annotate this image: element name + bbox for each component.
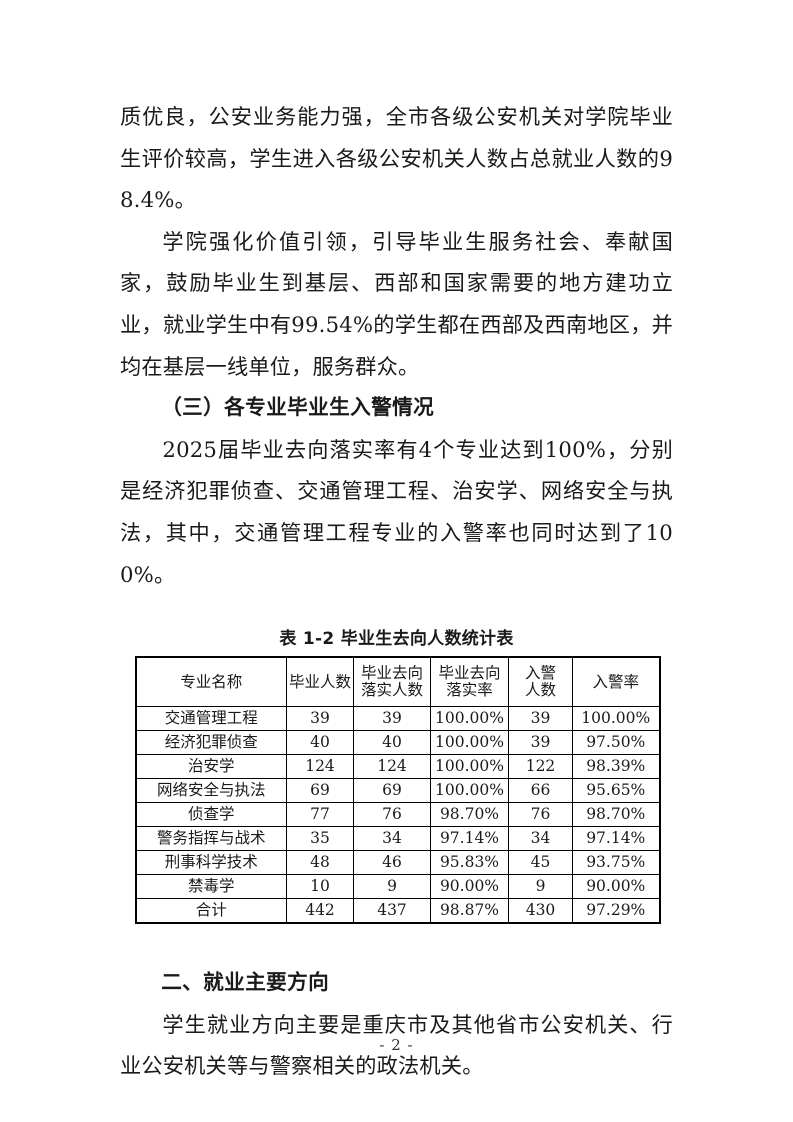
cell-placement-rate: 100.00%	[430, 778, 509, 804]
cell-police-count: 34	[508, 826, 573, 852]
cell-police-rate: 97.50%	[572, 730, 660, 756]
cell-graduates: 35	[286, 826, 354, 852]
cell-placement-rate: 100.00%	[430, 706, 509, 732]
cell-placement-rate: 97.14%	[430, 826, 509, 852]
cell-graduates: 124	[286, 754, 354, 780]
cell-police-count: 39	[508, 730, 573, 756]
column-header-police-rate: 入警率	[572, 656, 660, 708]
paragraph-continued-quality: 质优良，公安业务能力强，全市各级公安机关对学院毕业生评价较高，学生进入各级公安机…	[120, 104, 673, 213]
paragraph-employment-direction: 学生就业方向主要是重庆市及其他省市公安机关、行业公安机关等与警察相关的政法机关。	[120, 1011, 673, 1079]
header-line-1: 毕业去向	[438, 664, 501, 683]
cell-police-rate: 98.70%	[572, 802, 660, 828]
cell-placement-rate: 100.00%	[430, 754, 509, 780]
cell-placement-rate: 98.70%	[430, 802, 509, 828]
cell-placement-rate: 95.83%	[430, 850, 509, 876]
cell-graduates: 69	[286, 778, 354, 804]
paragraph-placement-rate: 2025届毕业去向落实率有4个专业达到100%，分别是经济犯罪侦查、交通管理工程…	[120, 436, 673, 587]
cell-graduates: 48	[286, 850, 354, 876]
cell-police-rate: 98.39%	[572, 754, 660, 780]
table-row: 合计 442 437 98.87% 430 97.29%	[135, 898, 660, 924]
table-caption: 表 1-2 毕业生去向人数统计表	[279, 629, 514, 650]
column-header-major: 专业名称	[135, 656, 287, 708]
cell-police-count: 430	[508, 898, 573, 924]
table-row: 禁毒学 10 9 90.00% 9 90.00%	[135, 874, 660, 900]
column-header-placed: 毕业去向 落实人数	[353, 656, 431, 708]
cell-major: 侦查学	[135, 802, 287, 828]
cell-placed: 34	[353, 826, 431, 852]
cell-placed: 437	[353, 898, 431, 924]
cell-police-count: 9	[508, 874, 573, 900]
column-header-graduates: 毕业人数	[286, 656, 354, 708]
table-block: 表 1-2 毕业生去向人数统计表 专业名称	[134, 627, 661, 925]
cell-graduates: 40	[286, 730, 354, 756]
cell-major: 禁毒学	[135, 874, 287, 900]
cell-graduates: 39	[286, 706, 354, 732]
cell-placed: 39	[353, 706, 431, 732]
cell-placed: 9	[353, 874, 431, 900]
cell-placed: 40	[353, 730, 431, 756]
cell-police-rate: 97.14%	[572, 826, 660, 852]
cell-major: 警务指挥与战术	[135, 826, 287, 852]
cell-major: 合计	[135, 898, 287, 924]
cell-police-count: 45	[508, 850, 573, 876]
cell-placed: 124	[353, 754, 431, 780]
table-row: 侦查学 77 76 98.70% 76 98.70%	[135, 802, 660, 828]
cell-graduates: 10	[286, 874, 354, 900]
section-heading-two: 二、就业主要方向	[161, 970, 330, 995]
header-line-2: 落实人数	[360, 681, 423, 700]
cell-placement-rate: 98.87%	[430, 898, 509, 924]
table-row: 交通管理工程 39 39 100.00% 39 100.00%	[135, 706, 660, 732]
header-line-1: 入警率	[592, 672, 639, 691]
page-content: 质优良，公安业务能力强，全市各级公安机关对学院毕业生评价较高，学生进入各级公安机…	[120, 96, 673, 1087]
spacer	[120, 595, 673, 627]
page-number: - 2 -	[379, 1036, 414, 1054]
table-body: 交通管理工程 39 39 100.00% 39 100.00% 经济犯罪侦查 40 40 100.…	[135, 706, 660, 924]
table-row: 网络安全与执法 69 69 100.00% 66 95.65%	[135, 778, 660, 804]
table-row: 治安学 124 124 100.00% 122 98.39%	[135, 754, 660, 780]
cell-police-count: 66	[508, 778, 573, 804]
cell-major: 经济犯罪侦查	[135, 730, 287, 756]
cell-placement-rate: 100.00%	[430, 730, 509, 756]
cell-placed: 69	[353, 778, 431, 804]
table-row: 警务指挥与战术 35 34 97.14% 34 97.14%	[135, 826, 660, 852]
column-header-police-count: 入警 人数	[508, 656, 573, 708]
graduate-destination-table: 专业名称 毕业人数 毕业去向 落实人数	[134, 656, 661, 925]
cell-major: 刑事科学技术	[135, 850, 287, 876]
cell-graduates: 77	[286, 802, 354, 828]
cell-police-count: 39	[508, 706, 573, 732]
cell-major: 治安学	[135, 754, 287, 780]
table-row: 刑事科学技术 48 46 95.83% 45 93.75%	[135, 850, 660, 876]
header-line-2: 落实率	[446, 681, 493, 700]
cell-major: 交通管理工程	[135, 706, 287, 732]
cell-police-count: 76	[508, 802, 573, 828]
header-line-1: 毕业去向	[360, 664, 423, 683]
header-line-1: 专业名称	[180, 672, 243, 691]
cell-police-rate: 95.65%	[572, 778, 660, 804]
header-line-1: 毕业人数	[288, 672, 351, 691]
table-row: 经济犯罪侦查 40 40 100.00% 39 97.50%	[135, 730, 660, 756]
table-header-row: 专业名称 毕业人数 毕业去向 落实人数	[135, 656, 660, 708]
cell-graduates: 442	[286, 898, 354, 924]
header-line-2: 人数	[524, 681, 556, 700]
header-line-1: 入警	[524, 664, 556, 683]
cell-major: 网络安全与执法	[135, 778, 287, 804]
cell-police-rate: 93.75%	[572, 850, 660, 876]
cell-placed: 46	[353, 850, 431, 876]
cell-police-rate: 100.00%	[572, 706, 660, 732]
cell-placed: 76	[353, 802, 431, 828]
column-header-placement-rate: 毕业去向 落实率	[430, 656, 509, 708]
cell-police-rate: 97.29%	[572, 898, 660, 924]
paragraph-value-guidance: 学院强化价值引领，引导毕业生服务社会、奉献国家，鼓励毕业生到基层、西部和国家需要…	[120, 228, 673, 379]
cell-police-count: 122	[508, 754, 573, 780]
section-heading-three: （三）各专业毕业生入警情况	[161, 395, 435, 420]
cell-placement-rate: 90.00%	[430, 874, 509, 900]
cell-police-rate: 90.00%	[572, 874, 660, 900]
spacer	[120, 924, 673, 962]
